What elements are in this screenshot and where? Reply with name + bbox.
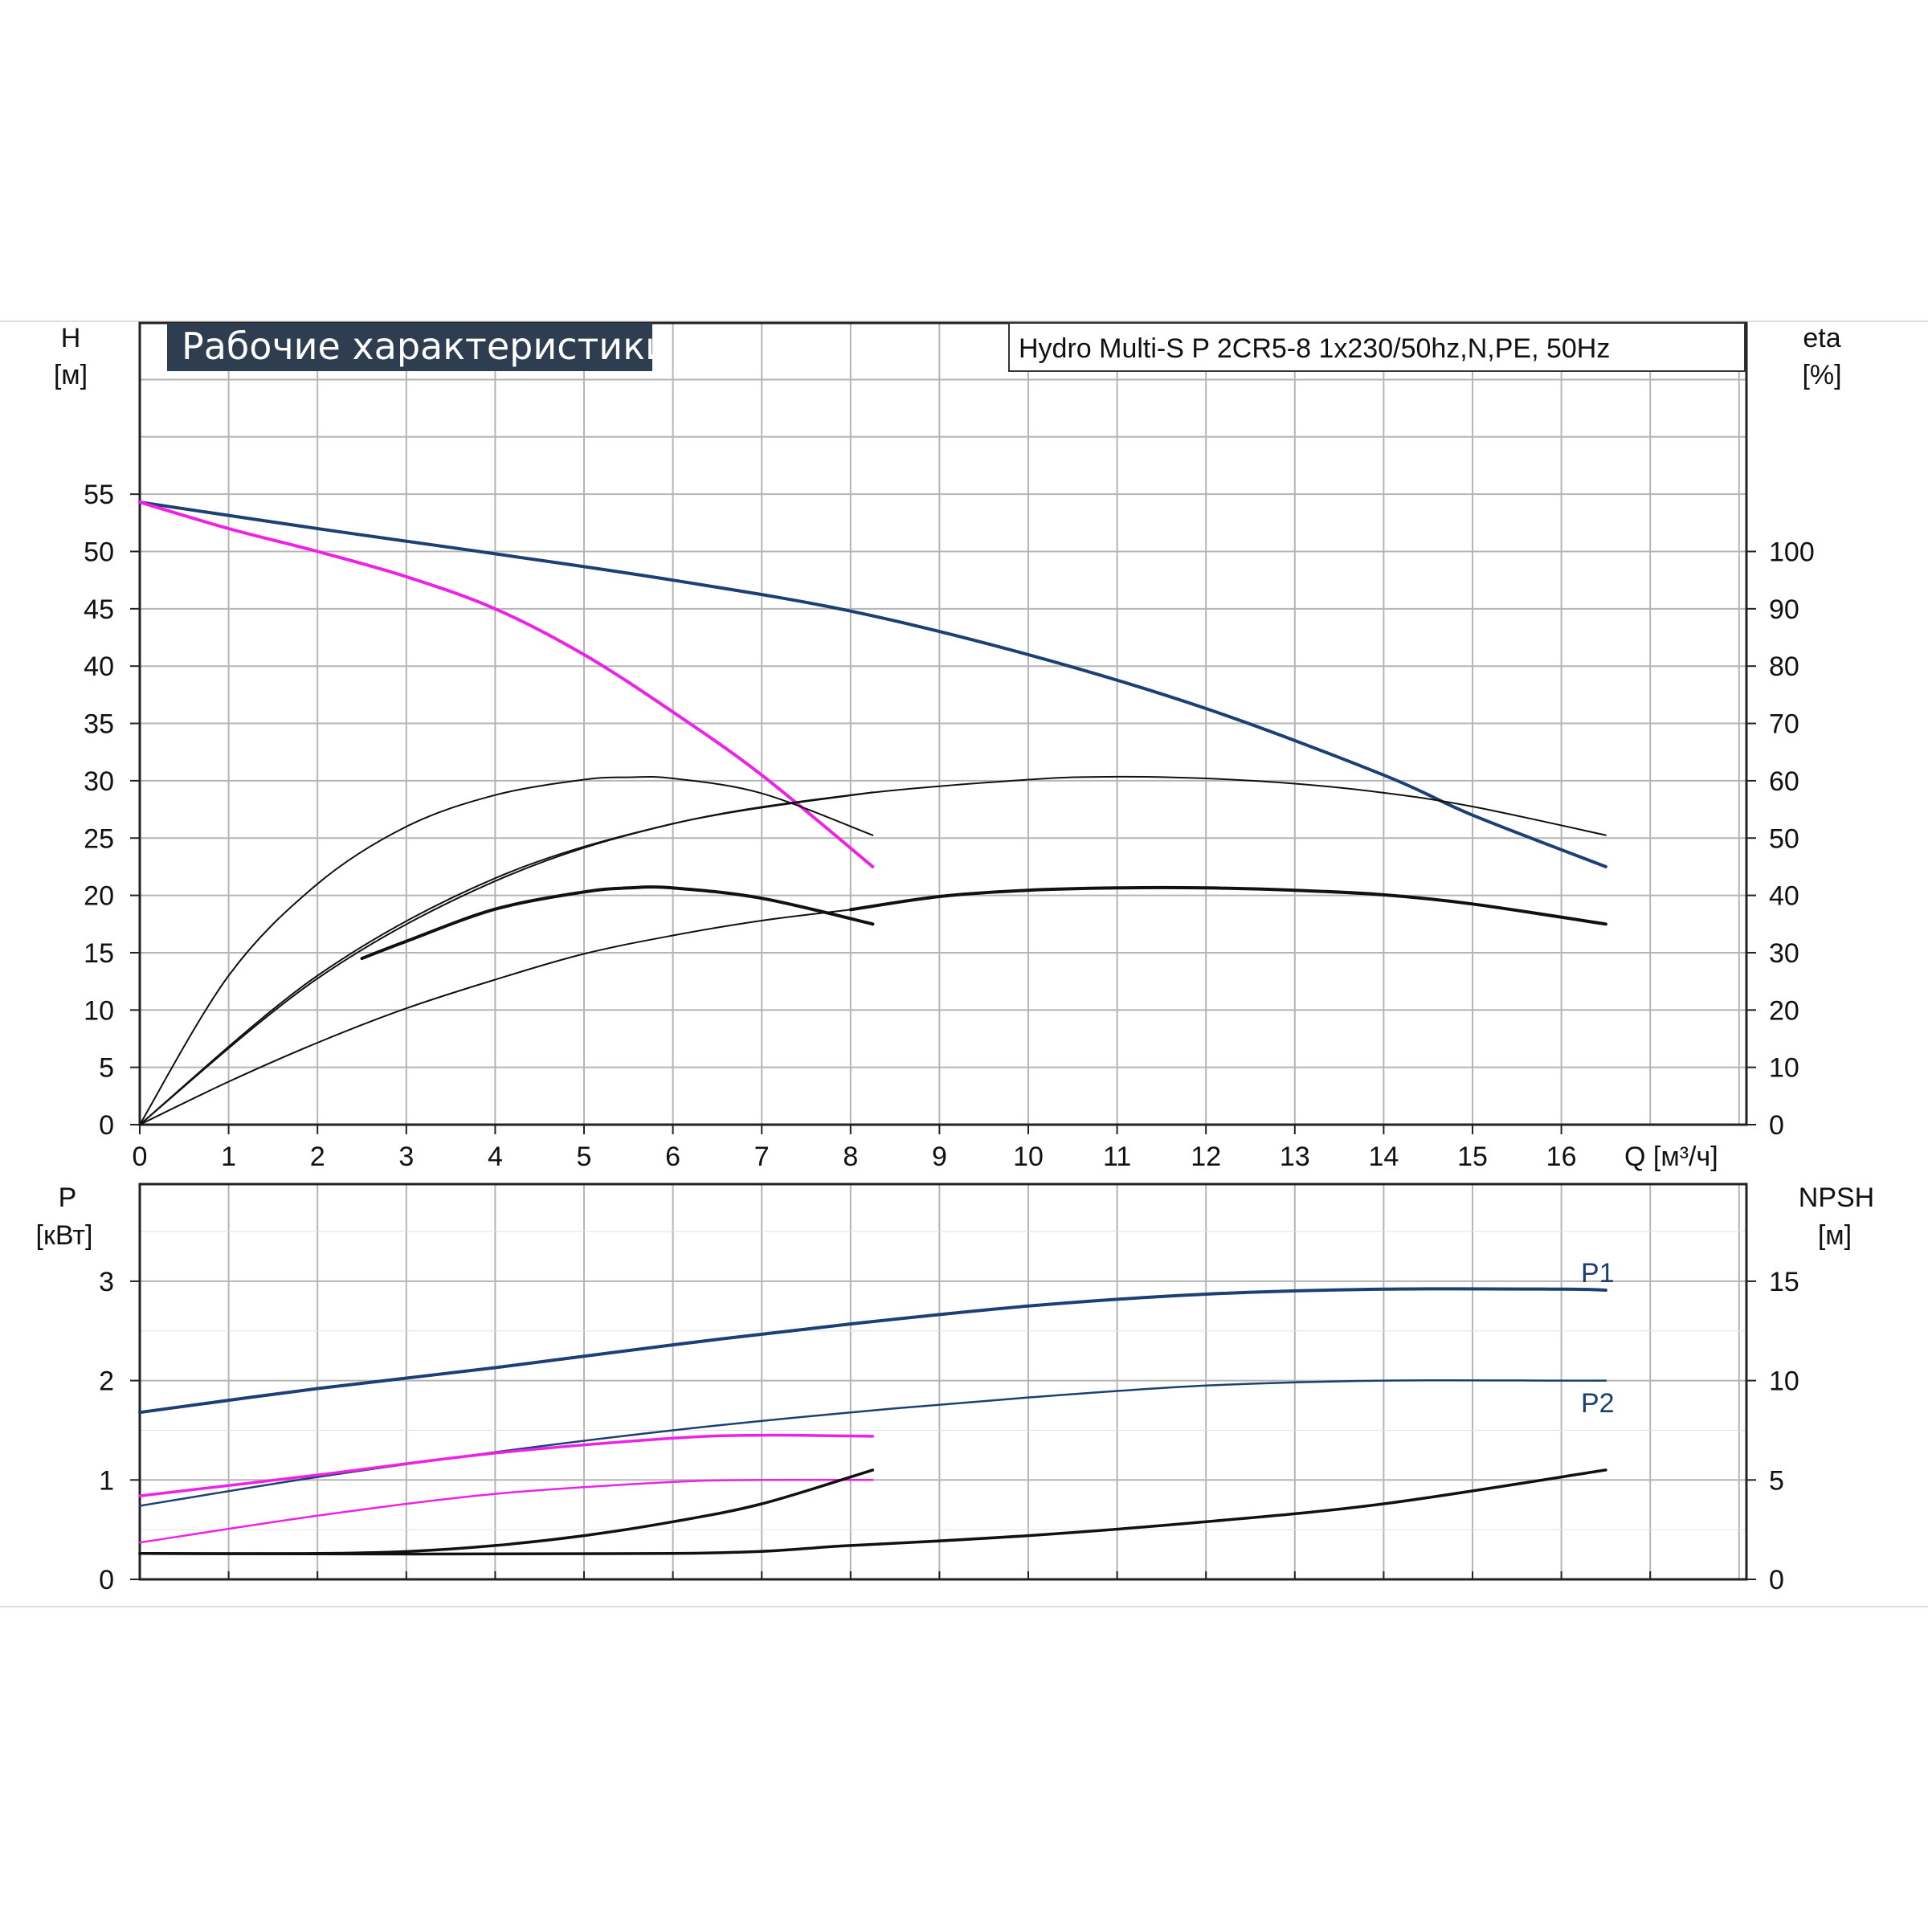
p-tick-label-3: 3 [99,1267,114,1297]
series-line-head-3 [139,775,1607,1125]
y-right-tick-label-30: 30 [1769,938,1799,969]
series-line-power-5 [138,1468,1607,1556]
x-tick-label-7: 7 [754,1142,770,1172]
x-tick-label-12: 12 [1191,1142,1221,1172]
series-line-head-0 [138,500,1607,868]
y-left-unit-power: [кВт] [36,1220,93,1251]
x-tick-label-9: 9 [932,1142,947,1172]
series-line-head-6 [139,909,852,1125]
grid-layer [140,323,1746,1579]
series-line-power-2 [138,1433,875,1497]
y-right-name-eta: eta [1803,323,1840,353]
x-axis-label: Q [м³/ч] [1624,1142,1718,1172]
series-label-p1: P1 [1581,1258,1615,1289]
y-left-name-power: P [59,1182,77,1213]
x-tick-label-16: 16 [1546,1142,1577,1172]
series-line-head-4 [139,791,874,1125]
y-right-tick-label-80: 80 [1769,651,1799,682]
tick-layer: 0 1 2 3 4 5 6 7 8 9 10 11 12 13 14 15 160510152025303540… [84,480,1815,1595]
series-label-p2: P2 [1581,1388,1615,1419]
chart-title: Рабочие характеристики [182,325,669,368]
npsh-tick-label-0: 0 [1769,1565,1784,1595]
frame-layer [0,321,1928,1607]
y-left-tick-label-10: 10 [84,995,114,1026]
y-left-tick-label-15: 15 [84,938,114,969]
y-left-tick-label-50: 50 [84,537,114,568]
x-tick-label-13: 13 [1280,1142,1310,1172]
x-tick-label-14: 14 [1368,1142,1399,1172]
x-tick-label-10: 10 [1013,1142,1044,1172]
y-left-tick-label-55: 55 [84,480,114,510]
y-left-tick-label-5: 5 [99,1053,114,1084]
p-tick-label-1: 1 [99,1465,114,1496]
x-tick-label-4: 4 [488,1142,503,1172]
series-layer [138,500,1607,1556]
series-line-head-5 [360,885,875,961]
model-label: Hydro Multi-S P 2CR5-8 1x230/50hz,N,PE, … [1019,333,1610,364]
y-left-unit-head: [м] [54,360,88,390]
y-right-tick-label-90: 90 [1769,594,1799,625]
model-label-box [1008,322,1746,372]
y-right-unit-eta: [%] [1802,360,1841,390]
y-right-tick-label-50: 50 [1769,823,1799,854]
y-right-tick-label-60: 60 [1769,766,1799,797]
y-left-tick-label-40: 40 [84,651,114,682]
y-left-tick-label-35: 35 [84,709,114,740]
series-line-power-3 [138,1478,874,1544]
y-left-name-head: H [61,323,81,353]
y-right-tick-label-0: 0 [1769,1110,1784,1141]
chart-title-box [167,323,652,371]
p-tick-label-0: 0 [99,1565,114,1595]
y-right-tick-label-70: 70 [1769,709,1799,740]
x-tick-label-3: 3 [398,1142,414,1172]
y-left-tick-label-0: 0 [99,1110,114,1141]
y-right-tick-label-20: 20 [1769,995,1799,1026]
x-tick-label-5: 5 [577,1142,592,1172]
x-tick-label-8: 8 [843,1142,858,1172]
y-left-tick-label-30: 30 [84,766,114,797]
npsh-tick-label-10: 10 [1769,1366,1799,1397]
p-tick-label-2: 2 [99,1366,114,1397]
series-line-power-0 [138,1287,1607,1415]
npsh-tick-label-15: 15 [1769,1267,1799,1297]
series-line-head-2 [139,775,874,1125]
x-tick-label-15: 15 [1457,1142,1488,1172]
series-line-head-7 [848,885,1607,926]
y-left-tick-label-20: 20 [84,881,114,912]
npsh-tick-label-5: 5 [1769,1465,1784,1496]
y-right-tick-label-10: 10 [1769,1053,1799,1084]
series-line-head-1 [138,500,875,868]
y-right-tick-label-40: 40 [1769,881,1799,912]
series-line-power-1 [138,1379,1607,1507]
y-left-tick-label-25: 25 [84,823,114,854]
y-left-tick-label-45: 45 [84,594,114,625]
y-right-name-npsh: NPSH [1799,1182,1874,1213]
x-tick-label-2: 2 [310,1142,325,1172]
x-tick-label-11: 11 [1103,1142,1131,1172]
y-right-unit-npsh: [м] [1818,1220,1852,1251]
x-tick-label-1: 1 [221,1142,236,1172]
y-right-tick-label-100: 100 [1769,537,1815,568]
x-tick-label-6: 6 [665,1142,680,1172]
plot-frame-power [138,1182,1748,1581]
x-tick-label-0: 0 [133,1142,148,1172]
